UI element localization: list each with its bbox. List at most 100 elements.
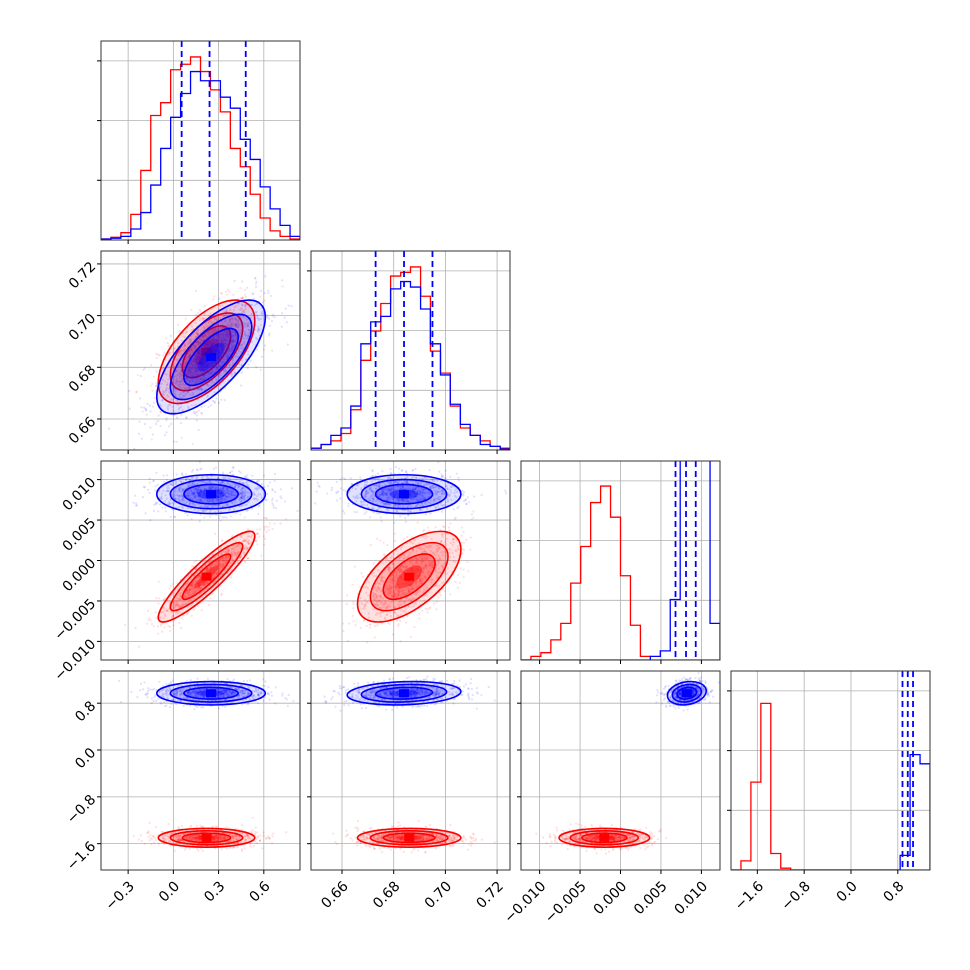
sample-point	[243, 546, 247, 549]
sample-point	[472, 510, 475, 513]
sample-point	[196, 333, 199, 336]
sample-point	[230, 340, 233, 343]
sample-point	[215, 346, 218, 349]
sample-point	[215, 342, 218, 346]
sample-point	[203, 359, 207, 362]
content-2-1	[314, 461, 508, 644]
sample-point	[225, 334, 228, 337]
sample-point	[353, 565, 356, 568]
sample-point	[243, 337, 246, 340]
sample-point	[224, 366, 227, 370]
sample-point	[366, 641, 369, 644]
sample-point	[189, 598, 192, 601]
sample-point	[216, 333, 219, 336]
sample-point	[258, 504, 261, 507]
sample-point	[158, 503, 162, 506]
sample-point	[226, 351, 229, 354]
sample-point	[201, 351, 204, 354]
sample-point	[184, 591, 187, 594]
sample-point	[246, 546, 249, 549]
sample-point	[203, 369, 206, 372]
sample-point	[194, 411, 197, 414]
sample-point	[198, 586, 201, 589]
sample-point	[218, 562, 221, 565]
sample-point	[192, 360, 196, 363]
grid-1-0	[101, 251, 300, 450]
sample-point	[220, 552, 224, 555]
sample-point	[208, 332, 211, 336]
sample-point	[193, 354, 196, 357]
sample-point	[150, 622, 154, 626]
sample-point	[231, 330, 234, 333]
sample-point	[179, 605, 182, 608]
sample-point	[222, 347, 226, 350]
sample-point	[167, 345, 170, 348]
sample-point	[439, 593, 442, 596]
sample-point	[178, 364, 181, 367]
sample-point	[264, 344, 267, 347]
sample-point	[207, 346, 211, 349]
sample-point	[212, 349, 216, 352]
sample-point	[232, 550, 235, 553]
sample-point	[194, 345, 197, 348]
sample-point	[244, 303, 247, 306]
sample-point	[170, 422, 173, 425]
sample-point	[242, 539, 245, 543]
sample-point	[227, 288, 230, 291]
sample-point	[211, 570, 214, 573]
sample-point	[200, 361, 203, 364]
sample-point	[181, 603, 184, 606]
sample-point	[229, 515, 232, 518]
sample-point	[203, 348, 207, 352]
sample-point	[198, 356, 202, 359]
sample-point	[222, 559, 226, 562]
sample-point	[240, 371, 243, 374]
sample-point	[233, 306, 236, 309]
sample-point	[220, 344, 223, 347]
sample-point	[437, 596, 440, 599]
sample-point	[142, 485, 145, 489]
sample-point	[188, 356, 191, 359]
sample-point	[188, 367, 191, 370]
sample-point	[248, 532, 251, 535]
sample-point	[152, 401, 156, 405]
sample-point	[168, 351, 171, 354]
sample-point	[244, 538, 248, 542]
sample-point	[242, 346, 245, 349]
sample-point	[203, 317, 206, 320]
sample-point	[191, 367, 194, 370]
sample-point	[243, 546, 246, 549]
sample-point	[202, 583, 206, 586]
sample-point	[226, 355, 229, 358]
sample-point	[227, 551, 230, 554]
sample-point	[215, 397, 218, 400]
sample-point	[164, 506, 167, 509]
sample-point	[185, 416, 188, 419]
sample-point	[220, 345, 223, 348]
sample-point	[184, 596, 187, 599]
sample-point	[172, 341, 175, 344]
sample-point	[196, 469, 199, 472]
sample-point	[330, 489, 333, 492]
sample-point	[215, 568, 218, 572]
sample-point	[258, 535, 261, 538]
sample-point	[200, 608, 203, 612]
sample-point	[176, 386, 179, 390]
sample-point	[197, 351, 200, 354]
sample-point	[193, 590, 197, 593]
sample-point	[246, 547, 249, 551]
sample-point	[176, 599, 179, 602]
sample-point	[216, 351, 219, 354]
sample-point	[213, 574, 216, 577]
sample-point	[200, 389, 203, 392]
sample-point	[208, 371, 211, 374]
sample-point	[178, 376, 181, 379]
sample-point	[174, 347, 177, 350]
sample-point	[222, 326, 225, 329]
sample-point	[244, 539, 247, 542]
sample-point	[198, 584, 201, 588]
sample-point	[187, 379, 190, 383]
sample-point	[204, 322, 208, 325]
sample-point	[157, 580, 160, 583]
sample-point	[212, 298, 215, 301]
